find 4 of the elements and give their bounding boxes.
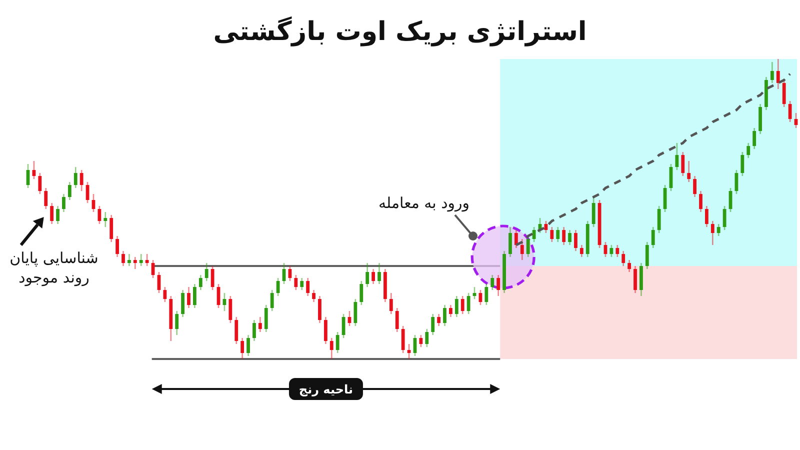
chart-title: استراتژی بریک اوت بازگشتی [213,16,587,47]
annotation: ورود به معامله [378,194,470,212]
text: ناحیه رنج [298,382,354,396]
annotation: شناسایی پایان روند موجود [10,249,98,286]
